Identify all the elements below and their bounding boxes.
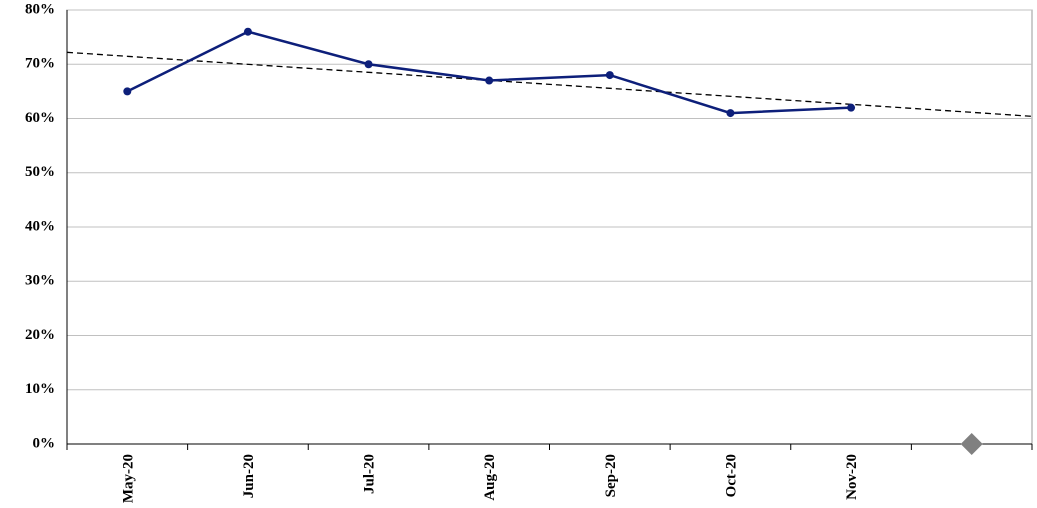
marker (726, 109, 735, 118)
x-tick-label: May-20 (120, 454, 136, 503)
y-tick-label: 40% (25, 218, 55, 234)
x-tick-label: Aug-20 (482, 454, 498, 501)
y-tick-label: 30% (25, 273, 55, 289)
marker (485, 76, 494, 85)
trendline (66, 51, 1033, 117)
y-tick-label: 70% (25, 56, 55, 72)
x-tick-label: Oct-20 (723, 454, 739, 497)
y-tick-label: 50% (25, 164, 55, 180)
marker (847, 103, 856, 112)
marker (364, 60, 373, 69)
y-tick-label: 80% (25, 1, 55, 17)
x-tick-label: Jul-20 (362, 454, 378, 494)
series-line (126, 30, 852, 115)
y-tick-label: 20% (25, 327, 55, 343)
y-tick-label: 10% (25, 381, 55, 397)
x-tick-label: Nov-20 (844, 454, 860, 500)
marker (960, 433, 983, 455)
marker (243, 27, 252, 36)
marker (123, 87, 132, 96)
x-tick-label: Sep-20 (603, 454, 619, 497)
y-tick-label: 0% (33, 435, 56, 451)
marker (605, 71, 614, 80)
x-tick-label: Jun-20 (241, 454, 257, 498)
y-tick-label: 60% (25, 110, 55, 126)
